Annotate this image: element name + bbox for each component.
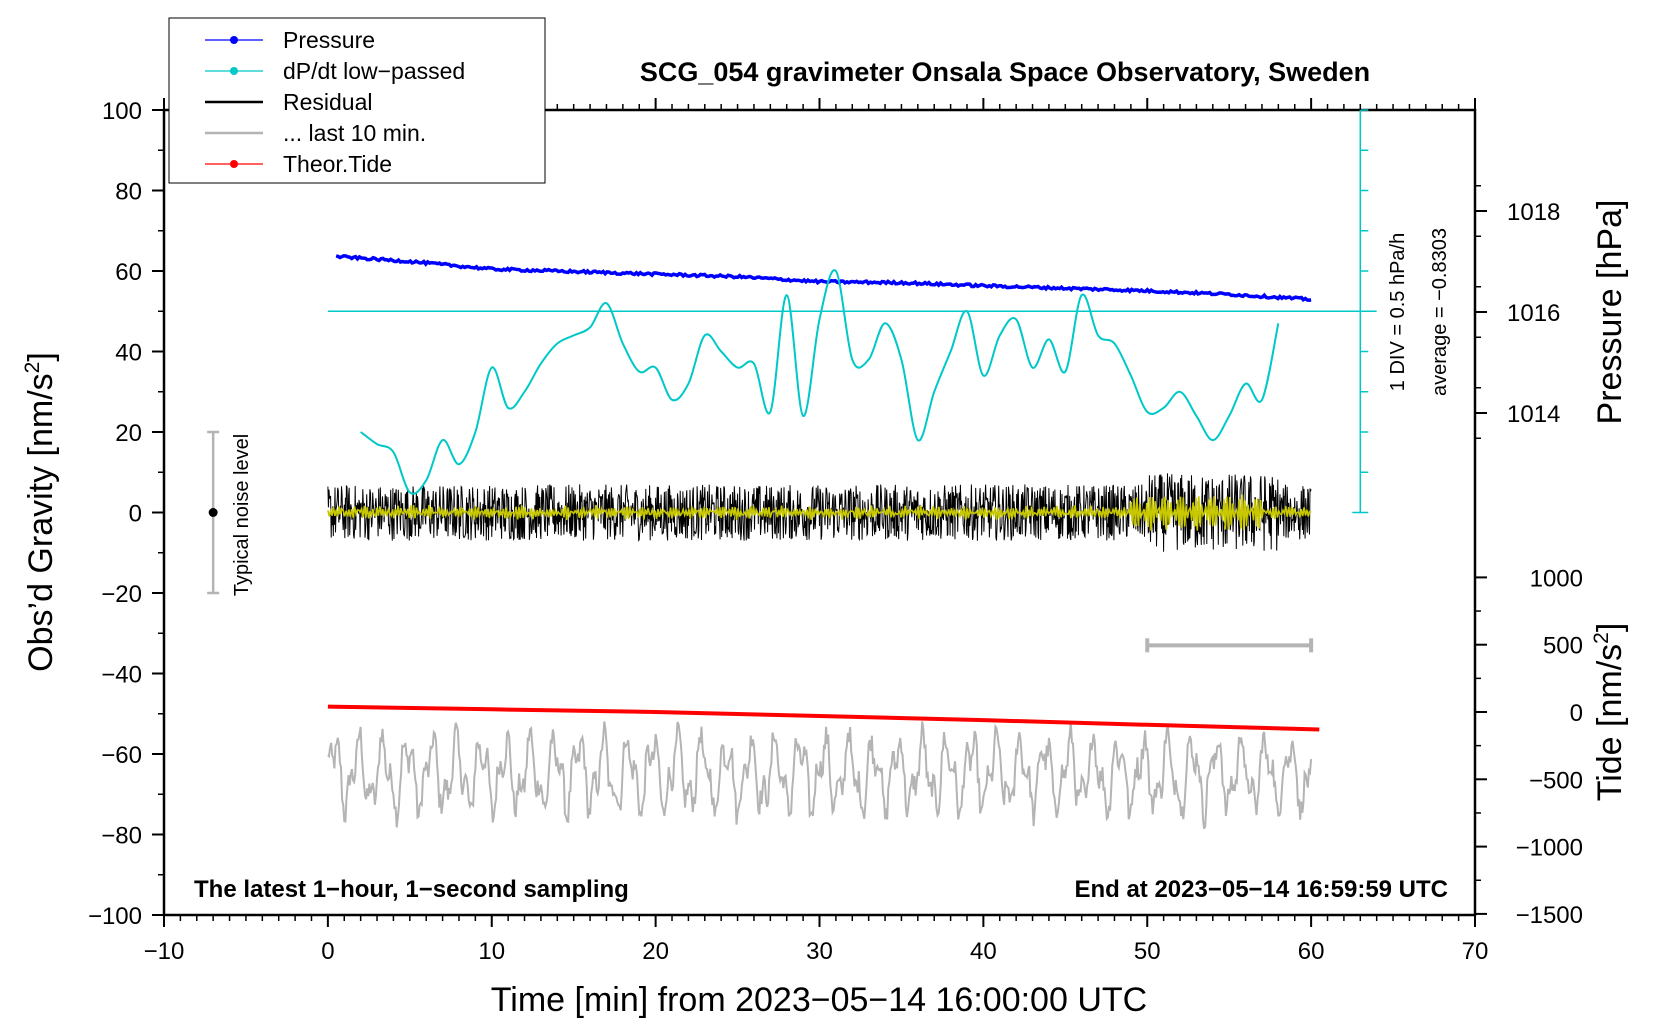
- y-tick-label: −100: [88, 903, 142, 930]
- noise-level-label: Typical noise level: [231, 434, 253, 596]
- noise-level-bar: [207, 430, 220, 595]
- tide-tick-label: −500: [1529, 767, 1583, 794]
- x-tick-label: 0: [321, 938, 334, 965]
- sampling-note: The latest 1−hour, 1−second sampling: [194, 876, 629, 903]
- x-tick-label: −10: [144, 938, 185, 965]
- average-label: average = −0.8303: [1429, 228, 1451, 396]
- tide-series: [327, 704, 1320, 732]
- y-tick-label: 0: [129, 501, 142, 528]
- y-tick-label: −60: [101, 742, 142, 769]
- y-tick-label: −80: [101, 823, 142, 850]
- legend-label: ... last 10 min.: [283, 120, 426, 146]
- y-axis-label-main: Obs’d Gravity [nm/s: [22, 373, 60, 672]
- x-tick-label: 60: [1298, 938, 1325, 965]
- legend-marker: [230, 67, 238, 75]
- pressure-series: [335, 254, 1312, 302]
- pressure-tick-label: 1018: [1507, 199, 1560, 226]
- tide-tick-label: −1000: [1516, 835, 1583, 862]
- chart-title: SCG_054 gravimeter Onsala Space Observat…: [640, 57, 1370, 87]
- x-tick-label: 50: [1134, 938, 1161, 965]
- x-axis-label: Time [min] from 2023−05−14 16:00:00 UTC: [491, 981, 1147, 1019]
- noise-bar-point: [208, 508, 218, 517]
- tide-tick-label: 1000: [1530, 565, 1583, 592]
- y-tick-label: 60: [115, 259, 142, 286]
- legend-label: Theor.Tide: [283, 151, 392, 177]
- y-tick-label: −40: [101, 662, 142, 689]
- legend-marker: [230, 36, 238, 44]
- tide-tick-label: 500: [1543, 633, 1583, 660]
- legend-label: Pressure: [283, 27, 375, 53]
- end-time-note: End at 2023−05−14 16:59:59 UTC: [1074, 876, 1448, 903]
- pressure-axis-label: Pressure [hPa]: [1591, 200, 1629, 425]
- div-scale-label: 1 DIV = 0.5 hPa/h: [1387, 233, 1409, 391]
- legend-box: [168, 17, 546, 184]
- tide-axis-label-main: Tide [nm/s: [1591, 644, 1629, 801]
- x-tick-label: 10: [478, 938, 505, 965]
- series-layer: [327, 109, 1377, 830]
- x-tick-label: 30: [806, 938, 833, 965]
- legend: Pressure dP/dt low−passed Residual ... last…: [168, 17, 546, 184]
- tide-axis-label: Tide [nm/s2]: [1590, 623, 1629, 802]
- legend-marker: [230, 160, 238, 168]
- residual-filtered-series: [327, 494, 1312, 531]
- legend-label: Residual: [283, 89, 373, 115]
- legend-label: dP/dt low−passed: [283, 58, 465, 84]
- pressure-tick-label: 1016: [1507, 300, 1560, 327]
- dpdt-series: [360, 269, 1280, 495]
- last10-series: [327, 721, 1313, 830]
- tide-axis-label-close: ]: [1591, 623, 1629, 632]
- x-tick-label: 20: [642, 938, 669, 965]
- y-axis-label: Obs’d Gravity [nm/s2]: [21, 352, 60, 672]
- x-tick-label: 40: [970, 938, 997, 965]
- tide-axis-label-sup: 2: [1590, 632, 1613, 644]
- tide-tick-label: 0: [1570, 700, 1583, 727]
- y-axis-label-close: ]: [22, 352, 60, 361]
- y-axis-label-sup: 2: [21, 362, 44, 374]
- x-tick-label: 70: [1462, 938, 1489, 965]
- y-tick-label: 40: [115, 340, 142, 367]
- y-tick-label: 80: [115, 179, 142, 206]
- y-tick-label: 20: [115, 420, 142, 447]
- pressure-tick-label: 1014: [1507, 401, 1560, 428]
- y-tick-label: 100: [102, 98, 142, 125]
- axis-tick-labels: −10 0 10 20 30 40 50 60 70100806040200−20−40−60−…: [88, 98, 1583, 965]
- y-tick-label: −20: [101, 581, 142, 608]
- tide-tick-label: −1500: [1516, 902, 1583, 929]
